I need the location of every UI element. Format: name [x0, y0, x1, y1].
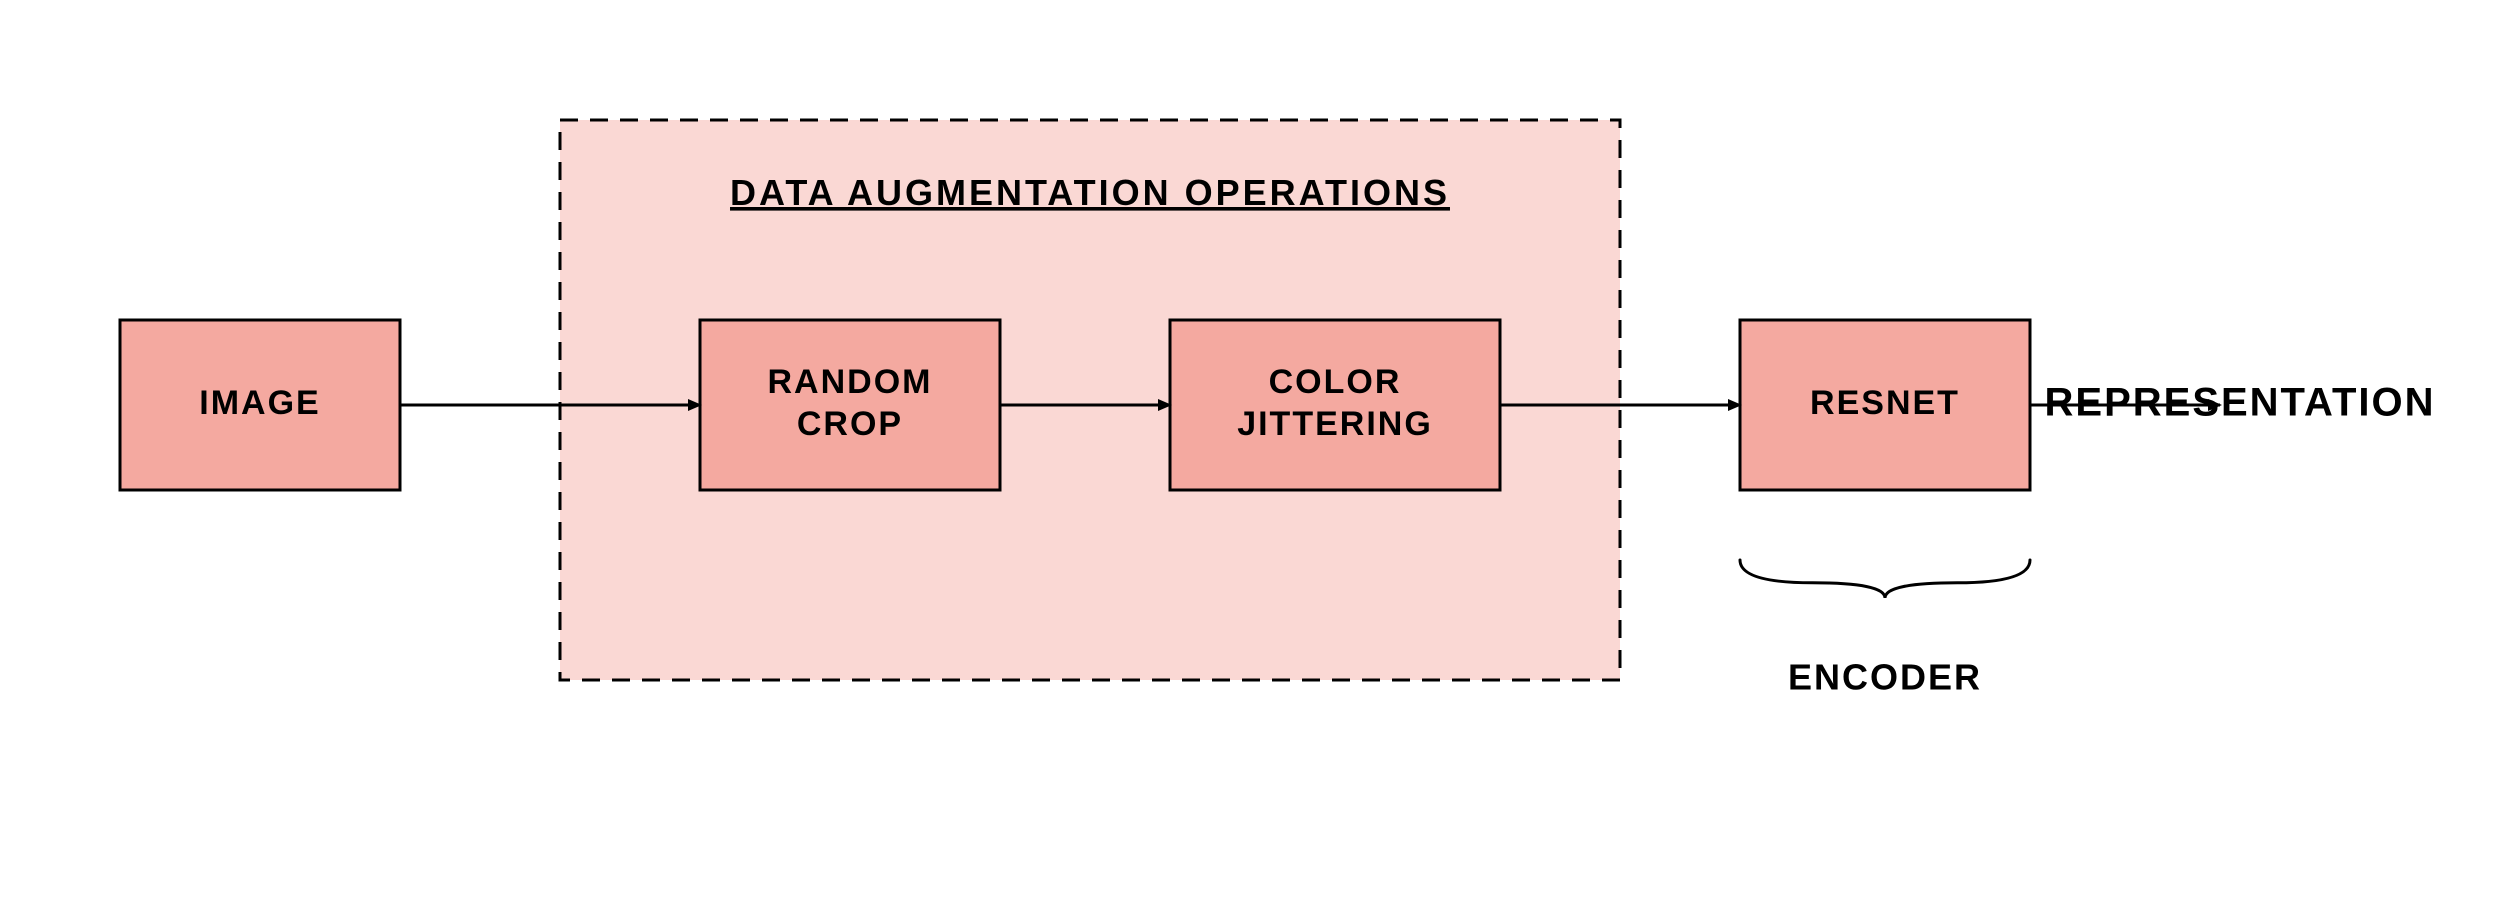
node-image-label: IMAGE — [199, 384, 320, 422]
encoder-label: ENCODER — [1788, 657, 1982, 698]
flow-diagram: DATA AUGMENTATION OPERATIONS IMAGE RANDOM C… — [0, 0, 2513, 900]
output-label: REPRESENTATION — [2045, 381, 2436, 425]
encoder-brace — [1740, 560, 2030, 598]
node-resnet-label: RESNET — [1810, 384, 1960, 422]
node-random-crop-label-1: RANDOM — [768, 363, 933, 401]
node-color-jitter-label-1: COLOR — [1269, 363, 1402, 401]
node-color-jitter-label-2: JITTERING — [1237, 405, 1433, 443]
node-random-crop-label-2: CROP — [797, 405, 903, 443]
augmentation-group-title: DATA AUGMENTATION OPERATIONS — [730, 172, 1450, 213]
